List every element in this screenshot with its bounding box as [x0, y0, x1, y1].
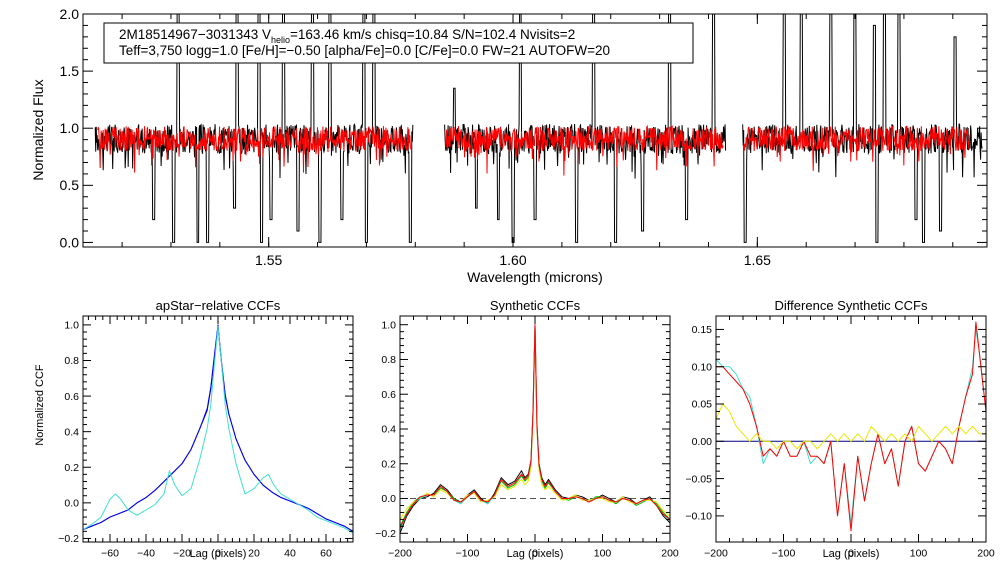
ccf2-xtick-label: −200	[388, 548, 412, 560]
spectrum-xtick-label: 1.65	[744, 252, 771, 268]
spectrum-model-chip-2	[445, 124, 724, 176]
ccf3-xlabel: Lag (pixels)	[823, 548, 880, 560]
annotation-line1: 2M18514967−3031343 Vhelio=163.46 km/s ch…	[119, 27, 575, 45]
spectrum-ytick-label: 2.0	[60, 6, 80, 22]
spectrum-frame	[82, 13, 988, 248]
ccf2-frame	[399, 315, 671, 543]
spectrum-series-group	[94, 14, 983, 243]
spectrum-ytick-label: 1.0	[60, 120, 80, 136]
ccf3-ytick-label: −0.10	[685, 511, 712, 523]
ccf2-ytick-label: 0.4	[381, 424, 396, 436]
ccf1-ytick-label: 0.0	[64, 498, 79, 510]
ccf2-ytick-label: 0.0	[381, 493, 396, 505]
ccf1-ylabel: Normalized CCF	[34, 364, 46, 446]
ccf3-ytick-label: −0.05	[685, 473, 712, 485]
ccf1-xtick-label: −20	[173, 548, 191, 560]
ccf1-xtick-label: −40	[137, 548, 155, 560]
ccf3-series-yellow	[716, 403, 986, 450]
ccf1-frame	[82, 315, 354, 543]
ccf3-axes: −0.10 −0.05 0.00 0.05 0.10 0.15 −200 −100 0 100 20…	[685, 316, 995, 560]
ccf1-ytick-label: 0.6	[64, 391, 79, 403]
annotation-line2: Teff=3,750 logg=1.0 [Fe/H]=−0.50 [alpha/…	[119, 43, 610, 58]
annotation-line1-sub: helio	[271, 35, 290, 45]
ccf1-series-cyan	[83, 326, 353, 534]
ccf3-xtick-label: 200	[977, 548, 995, 560]
ccf1-xlabel: Lag (pixels)	[190, 548, 247, 560]
ccf2-ytick-label: 1.0	[381, 319, 396, 331]
ccf1-title: apStar−relative CCFs	[156, 298, 281, 313]
ccf1-ytick-label: 0.8	[64, 355, 79, 367]
ccf3-xtick-label: −100	[772, 548, 796, 560]
spectrum-xlabel: Wavelength (microns)	[467, 269, 603, 285]
ccf1-xtick-label: 60	[320, 548, 332, 560]
ccf1-ytick-label: 0.2	[64, 462, 79, 474]
ccf1-xtick-label: 20	[248, 548, 260, 560]
spectrum-panel: 0.0 0.5 1.0 1.5 2.0 1.55 1.60 1.65 2M18514967−3…	[30, 6, 988, 285]
spectrum-plot-area	[94, 14, 983, 243]
spectrum-ytick-label: 1.5	[60, 63, 80, 79]
spectrum-observed-chip-1	[94, 14, 414, 243]
ccf2-plot-area	[400, 324, 670, 534]
ccf1-xtick-label: 0	[215, 548, 221, 560]
ccf3-ytick-label: 0.00	[692, 436, 713, 448]
ccf3-xtick-label: 0	[848, 548, 854, 560]
ccf1-series-blue	[83, 324, 353, 532]
ccf1-ytick-label: 0.4	[64, 426, 79, 438]
ccf3-series-group	[716, 321, 986, 532]
ccf2-ytick-label: 0.2	[381, 458, 396, 470]
ccf2-title: Synthetic CCFs	[490, 298, 581, 313]
spectrum-ytick-label: 0.5	[60, 177, 80, 193]
annotation-box	[103, 22, 694, 64]
ccf1-panel: −0.2 0.0 0.2 0.4 0.6 0.8 1.0 −60 −40 −20 0 20 40 60 a…	[34, 298, 354, 560]
ccf3-xtick-label: 100	[910, 548, 928, 560]
spectrum-xtick-label: 1.60	[499, 252, 526, 268]
spectrum-ytick-label: 0.0	[60, 234, 80, 250]
ccf2-ytick-label: 0.8	[381, 354, 396, 366]
annotation-line1-prefix: 2M18514967−3031343 V	[119, 27, 271, 42]
ccf2-panel: −0.2 0.0 0.2 0.4 0.6 0.8 1.0 −200 −100 0 100 200 Sy…	[375, 298, 679, 560]
ccf2-ytick-label: 0.6	[381, 389, 396, 401]
ccf3-plot-area	[716, 321, 986, 532]
spectrum-annotation: 2M18514967−3031343 Vhelio=163.46 km/s ch…	[103, 22, 694, 64]
ccf2-xtick-label: 0	[532, 548, 538, 560]
ccf3-title: Difference Synthetic CCFs	[775, 298, 928, 313]
ccf1-series-group	[83, 324, 353, 534]
ccf2-xtick-label: 200	[661, 548, 679, 560]
ccf2-axes: −0.2 0.0 0.2 0.4 0.6 0.8 1.0 −200 −100 0 100 200	[375, 316, 679, 560]
ccf3-ytick-label: 0.10	[692, 361, 713, 373]
annotation-line1-suffix: =163.46 km/s chisq=10.84 S/N=102.4 Nvisi…	[290, 27, 575, 42]
ccf3-xtick-label: −200	[704, 548, 728, 560]
spectrum-model-chip-3	[743, 125, 971, 171]
ccf1-xtick-label: −60	[101, 548, 119, 560]
ccf2-series-group	[400, 324, 670, 534]
ccf3-ytick-label: 0.15	[692, 324, 713, 336]
ccf2-xtick-label: 100	[594, 548, 612, 560]
ccf2-xtick-label: −100	[456, 548, 480, 560]
ccf2-ytick-label: −0.2	[375, 528, 396, 540]
ccf1-xtick-label: 40	[284, 548, 296, 560]
ccf1-ytick-label: 1.0	[64, 320, 79, 332]
ccf3-frame	[715, 315, 987, 543]
ccf1-ytick-label: −0.2	[58, 533, 79, 545]
ccf1-plot-area	[83, 324, 353, 534]
ccf3-panel: −0.10 −0.05 0.00 0.05 0.10 0.15 −200 −100 0 100 20…	[685, 298, 994, 560]
spectrum-axes: 0.0 0.5 1.0 1.5 2.0 1.55 1.60 1.65	[60, 6, 987, 268]
ccf3-ytick-label: 0.05	[692, 399, 713, 411]
ccf2-series-red	[400, 324, 670, 529]
ccf2-xlabel: Lag (pixels)	[507, 548, 564, 560]
spectrum-ylabel: Normalized Flux	[30, 79, 46, 180]
spectrum-model-chip-1	[97, 126, 411, 173]
spectrum-xtick-label: 1.55	[255, 252, 282, 268]
ccf3-series-red	[716, 321, 986, 532]
ccf1-axes: −0.2 0.0 0.2 0.4 0.6 0.8 1.0 −60 −40 −20 0 20 40 60	[58, 316, 353, 560]
